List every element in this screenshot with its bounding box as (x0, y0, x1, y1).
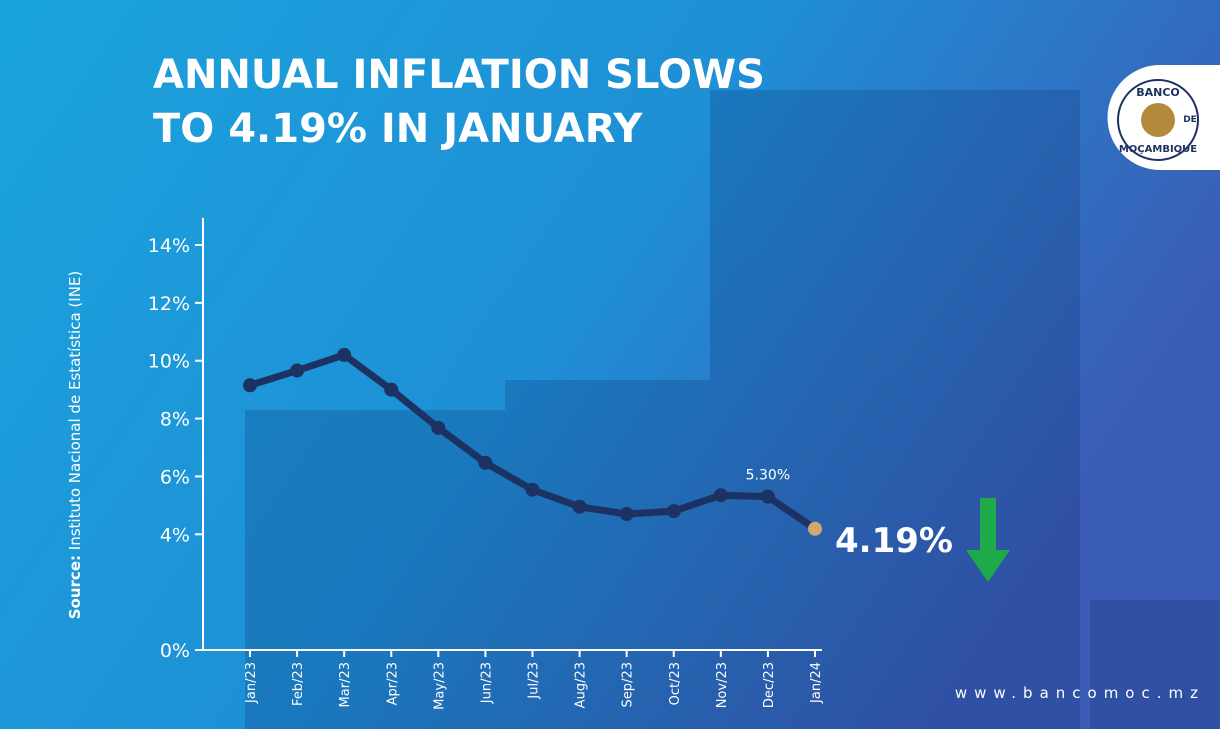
point (431, 420, 446, 435)
y-tick-label: 14% (148, 235, 190, 257)
logo-text: BANCO (1136, 86, 1180, 99)
point (243, 378, 257, 393)
point (478, 455, 493, 470)
y-tick-label: 6% (160, 466, 190, 488)
value-label-highlight: 4.19% (835, 521, 953, 561)
point (384, 382, 399, 397)
point (760, 489, 775, 504)
source-note: Source: Instituto Nacional de Estatístic… (66, 271, 84, 620)
x-tick-label: Dec/23 (762, 662, 777, 708)
website: www.bancomoc.mz (955, 684, 1205, 702)
x-tick-label: Jan/23 (244, 662, 259, 704)
logo-text: DE (1183, 115, 1197, 125)
y-tick-label: 0% (160, 640, 190, 662)
title-line: ANNUAL INFLATION SLOWS (153, 52, 765, 98)
point (572, 499, 587, 514)
value-label: 5.30% (746, 468, 790, 484)
down-arrow (966, 498, 1010, 582)
y-tick-label: 4% (160, 524, 190, 546)
x-tick-label: Mar/23 (338, 662, 353, 707)
x-tick-label: Nov/23 (715, 662, 730, 708)
logo-ring (1117, 79, 1199, 161)
y-tick-label: 8% (160, 409, 190, 431)
logo: BANCO DE MOÇAMBIQUE (1107, 65, 1220, 170)
y-tick-label: 10% (148, 351, 190, 373)
logo-text: MOÇAMBIQUE (1119, 144, 1197, 155)
x-tick-label: Apr/23 (385, 662, 400, 705)
x-tick-label: Feb/23 (291, 662, 306, 706)
point (713, 488, 728, 503)
title-line: TO 4.19% IN JANUARY (153, 106, 643, 152)
point (525, 482, 540, 497)
source-text: Instituto Nacional de Estatística (INE) (66, 271, 84, 550)
point (337, 347, 352, 362)
source-label: Source: (66, 555, 84, 619)
x-tick-label: Jan/24 (809, 662, 824, 704)
x-tick-label: Oct/23 (668, 662, 683, 705)
x-tick-label: Sep/23 (621, 662, 636, 707)
point (666, 504, 681, 519)
point (808, 521, 822, 536)
x-tick-label: May/23 (432, 662, 447, 710)
building-silhouettes (245, 90, 1220, 729)
y-tick-label: 12% (148, 293, 190, 315)
point (619, 507, 634, 522)
x-tick-label: Aug/23 (574, 662, 589, 708)
point (290, 363, 305, 378)
x-tick-label: Jul/23 (527, 662, 542, 700)
logo-emblem (1141, 103, 1175, 137)
x-tick-label: Jun/23 (479, 662, 494, 704)
